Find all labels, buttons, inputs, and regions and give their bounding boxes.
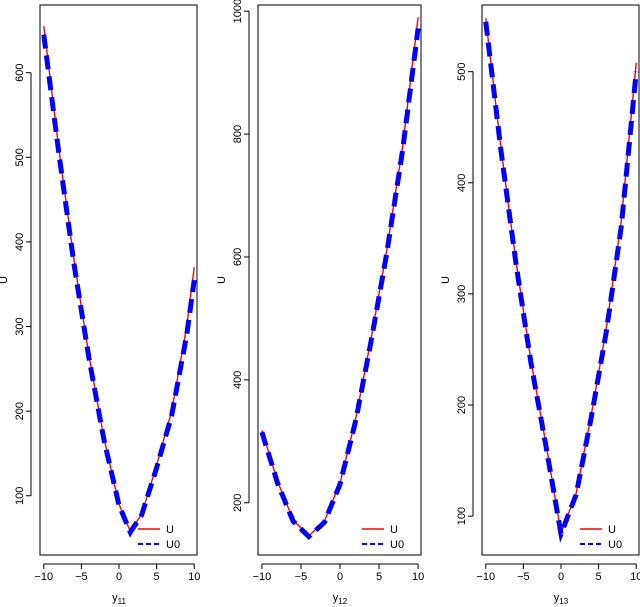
x-tick-label: −5 — [295, 571, 308, 583]
y-tick-label: 600 — [14, 64, 26, 82]
x-axis-label: y11 — [112, 592, 126, 606]
legend-label-u: U — [166, 524, 174, 536]
y-tick-label: 100 — [456, 507, 468, 525]
series-line-u0 — [259, 28, 421, 541]
y-tick-label: 500 — [14, 148, 26, 166]
x-tick-label: 0 — [337, 571, 343, 583]
legend-label-u: U — [608, 524, 616, 536]
x-tick-label: −5 — [75, 571, 88, 583]
x-tick-label: 10 — [188, 571, 200, 583]
x-tick-label: 0 — [558, 571, 564, 583]
x-tick-label: 5 — [596, 571, 602, 583]
y-axis-label: U — [216, 276, 228, 284]
plot-frame — [257, 4, 422, 556]
series-line-u — [261, 17, 419, 537]
x-tick-label: −5 — [517, 571, 530, 583]
series-line-u0 — [41, 34, 197, 538]
x-tick-label: 10 — [412, 571, 424, 583]
chart-panel-1: −10 −5 0 5 10 100 200 300 400 500 600 y11 U U U0 — [0, 4, 200, 606]
y-tick-label: 200 — [456, 396, 468, 414]
legend-label-u0: U0 — [166, 539, 180, 551]
x-axis-label-subscript: 12 — [338, 597, 347, 606]
x-tick-label: −10 — [253, 571, 272, 583]
y-axis-label: U — [440, 276, 452, 284]
series-line-u0 — [483, 21, 639, 543]
chart-panel-3: −10 −5 0 5 10 100 200 300 400 500 y13 U U U0 — [440, 4, 640, 606]
series-line-u — [43, 26, 195, 533]
legend-label-u0: U0 — [390, 539, 404, 551]
x-tick-label: −10 — [34, 571, 53, 583]
y-tick-label: 500 — [456, 62, 468, 80]
y-tick-label: 100 — [14, 487, 26, 505]
y-tick-label: 400 — [456, 174, 468, 192]
y-tick-label: 200 — [232, 494, 244, 512]
x-tick-label: 0 — [116, 571, 122, 583]
y-tick-label: 200 — [14, 402, 26, 420]
x-tick-label: 5 — [154, 571, 160, 583]
y-tick-label: 1000 — [232, 0, 244, 23]
x-axis-label: y12 — [333, 592, 348, 606]
plot-frame — [39, 4, 198, 556]
y-tick-label: 600 — [232, 248, 244, 266]
x-tick-label: −10 — [476, 571, 495, 583]
y-tick-label: 800 — [232, 125, 244, 143]
x-axis-label: y13 — [554, 592, 569, 606]
x-tick-label: 5 — [376, 571, 382, 583]
plot-frame — [481, 4, 640, 556]
chart-panel-2: −10 −5 0 5 10 200 400 600 800 1000 y12 U U U0 — [216, 0, 424, 606]
legend-label-u0: U0 — [608, 539, 622, 551]
y-tick-label: 400 — [14, 233, 26, 251]
y-axis-label: U — [0, 276, 10, 284]
x-axis-label-subscript: 13 — [559, 597, 568, 606]
x-axis-label-subscript: 11 — [118, 597, 127, 606]
y-tick-label: 300 — [14, 317, 26, 335]
x-tick-label: 10 — [630, 571, 640, 583]
y-tick-label: 300 — [456, 285, 468, 303]
legend-label-u: U — [390, 524, 398, 536]
y-tick-label: 400 — [232, 371, 244, 389]
